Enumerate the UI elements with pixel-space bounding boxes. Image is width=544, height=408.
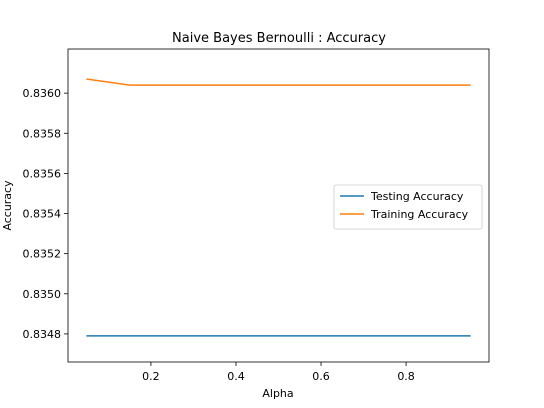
legend-label-1: Training Accuracy bbox=[370, 208, 469, 221]
x-tick-label: 0.6 bbox=[312, 370, 330, 383]
x-tick-label: 0.2 bbox=[142, 370, 160, 383]
series-line-1 bbox=[86, 78, 471, 86]
y-axis: 0.8348 0.8350 0.8352 0.8354 0.8356 0.8358 0.83… bbox=[23, 87, 68, 341]
legend: Testing Accuracy Training Accuracy bbox=[333, 184, 483, 230]
y-tick-label: 0.8358 bbox=[23, 127, 62, 140]
y-tick-label: 0.8352 bbox=[23, 248, 62, 261]
x-axis: 0.2 0.4 0.6 0.8 bbox=[142, 362, 415, 383]
x-axis-label: Alpha bbox=[262, 387, 293, 400]
y-tick-label: 0.8360 bbox=[23, 87, 62, 100]
legend-box bbox=[333, 184, 483, 230]
y-tick-label: 0.8350 bbox=[23, 288, 62, 301]
y-tick-label: 0.8354 bbox=[23, 208, 62, 221]
x-tick-label: 0.8 bbox=[397, 370, 415, 383]
y-tick-label: 0.8348 bbox=[23, 328, 62, 341]
legend-label-0: Testing Accuracy bbox=[370, 190, 464, 203]
series-layer bbox=[86, 78, 471, 337]
y-axis-label: Accuracy bbox=[1, 180, 14, 231]
y-tick-label: 0.8356 bbox=[23, 167, 62, 180]
x-tick-label: 0.4 bbox=[227, 370, 245, 383]
plot-area-frame bbox=[67, 48, 490, 363]
chart-title: Naive Bayes Bernoulli : Accuracy bbox=[172, 31, 386, 46]
